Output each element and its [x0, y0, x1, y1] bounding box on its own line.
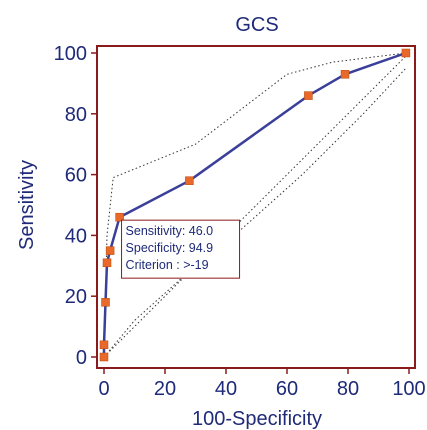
- roc-point: [340, 70, 350, 79]
- annotation-box: Sensitivity: 46.0 Specificity: 94.9 Criter…: [121, 219, 241, 279]
- lower-confidence-bound-line: [103, 67, 407, 358]
- annotation-line: Specificity: 94.9: [126, 241, 214, 255]
- y-tick-label: 20: [65, 286, 87, 308]
- x-tick-label: 40: [215, 378, 237, 400]
- y-tick-label: 40: [65, 225, 87, 247]
- roc-point: [185, 176, 194, 185]
- roc-point: [105, 246, 115, 255]
- y-tick-label: 60: [65, 165, 87, 187]
- chart-title: GCS: [235, 14, 278, 36]
- roc-point: [99, 340, 109, 350]
- x-tick-label: 0: [98, 378, 109, 400]
- roc-point: [115, 212, 124, 222]
- plot-frame: [96, 45, 416, 369]
- roc-point: [401, 48, 411, 58]
- roc-point: [101, 298, 110, 307]
- y-tick-label: 100: [54, 43, 87, 65]
- y-axis-label: Sensitivity: [16, 160, 38, 250]
- y-tick-label: 0: [76, 347, 87, 369]
- diagonal-reference-line: [103, 52, 410, 358]
- x-axis-label: 100-Specificity: [192, 408, 322, 430]
- reference-lines: [103, 52, 410, 358]
- x-tick-label: 80: [337, 378, 359, 400]
- roc-curve-line: [102, 51, 407, 357]
- x-tick-label: 60: [276, 378, 298, 400]
- upper-confidence-bound-line: [103, 52, 406, 358]
- annotation-box-frame: [121, 219, 241, 279]
- roc-curve-layer: [99, 48, 411, 362]
- annotation-line: Criterion : >-19: [126, 258, 209, 272]
- x-tick-label: 20: [154, 378, 176, 400]
- annotation-line: Sensitivity: 46.0: [126, 224, 214, 238]
- y-tick-label: 80: [65, 104, 87, 126]
- x-tick-label: 100: [392, 378, 425, 400]
- roc-point: [304, 91, 313, 100]
- roc-point: [102, 258, 112, 268]
- roc-point: [99, 352, 109, 362]
- axis-ticks: 0 20 40 60 80 100 0 20 40 60 80 100: [54, 43, 426, 400]
